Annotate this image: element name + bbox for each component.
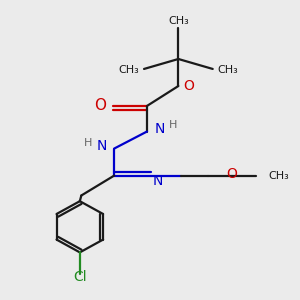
Text: H: H [169, 120, 177, 130]
Text: N: N [96, 139, 107, 153]
Text: CH₃: CH₃ [218, 65, 238, 75]
Text: H: H [83, 138, 92, 148]
Text: O: O [227, 167, 238, 182]
Text: CH₃: CH₃ [168, 16, 189, 26]
Text: N: N [153, 174, 164, 188]
Text: Cl: Cl [73, 270, 87, 283]
Text: CH₃: CH₃ [118, 65, 139, 75]
Text: CH₃: CH₃ [268, 171, 289, 181]
Text: N: N [154, 122, 165, 136]
Text: O: O [94, 98, 106, 113]
Text: O: O [184, 79, 195, 93]
